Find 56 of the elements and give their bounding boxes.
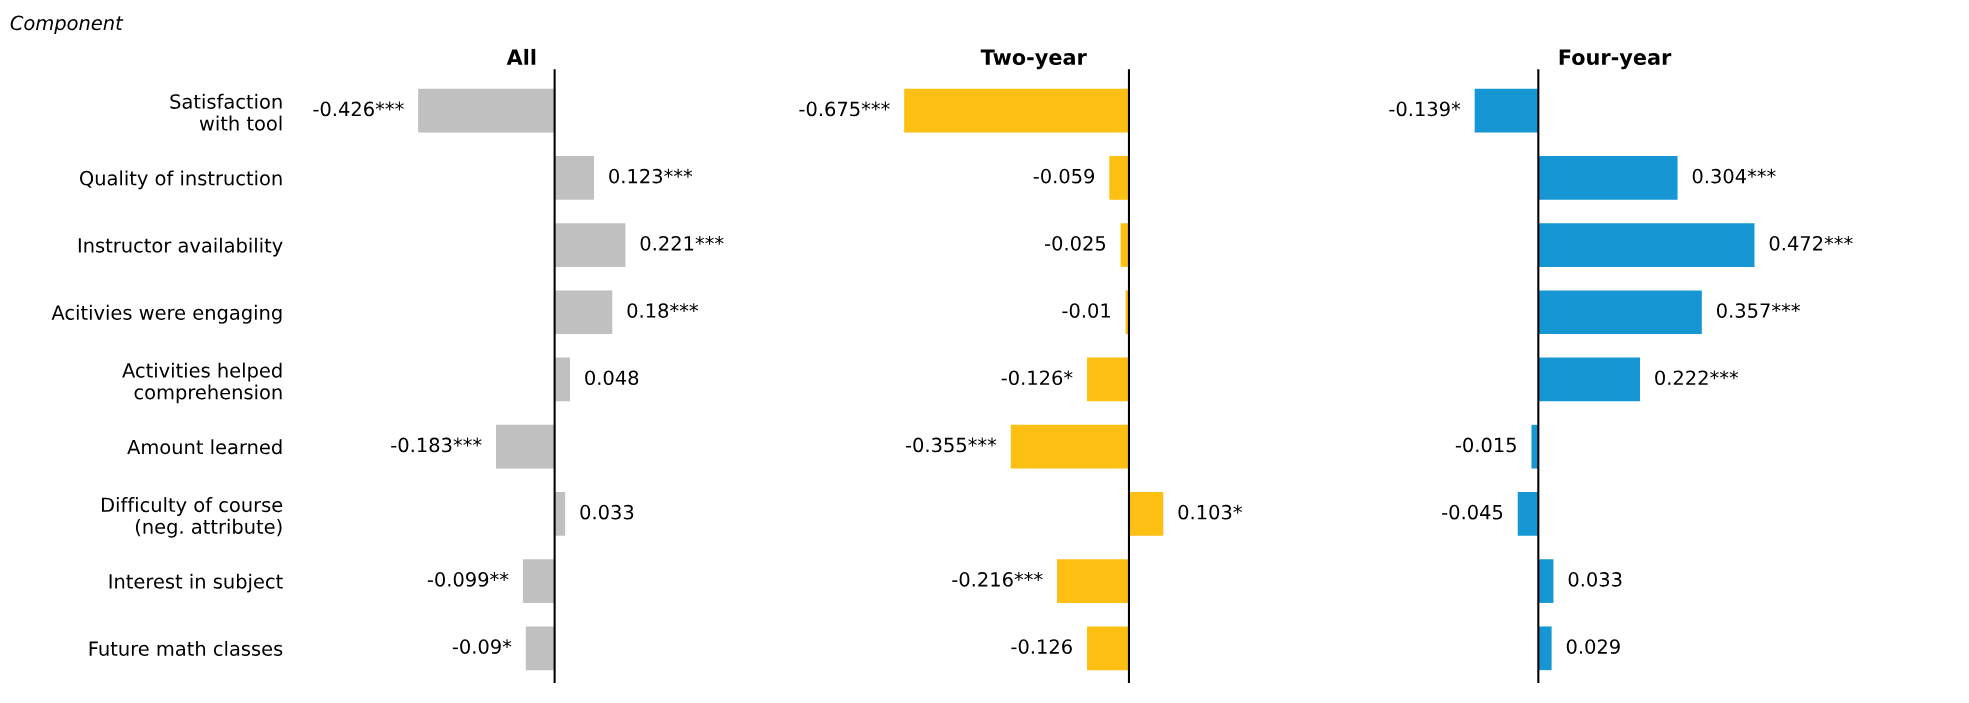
y-tick-label: Difficulty of course (neg. attribute) xyxy=(102,497,283,538)
data-label: 0.472*** xyxy=(1769,235,1853,251)
data-label: 0.123*** xyxy=(609,168,693,184)
bar xyxy=(1538,357,1640,402)
y-axis-title: Component xyxy=(10,15,124,35)
bar xyxy=(554,223,626,267)
bar xyxy=(1538,626,1552,671)
y-tick-label: Quality of instruction xyxy=(80,170,282,190)
y-tick-label: Activities helped comprehension xyxy=(122,362,282,404)
data-label: -0.139* xyxy=(1389,101,1461,117)
data-label: 0.222*** xyxy=(1655,370,1739,386)
bar xyxy=(496,424,555,469)
data-label: -0.126* xyxy=(1001,370,1073,386)
data-label: -0.426*** xyxy=(313,101,404,117)
data-label: 0.221*** xyxy=(640,235,724,251)
data-label: -0.015 xyxy=(1455,437,1516,453)
data-label: 0.029 xyxy=(1566,639,1620,654)
bar xyxy=(554,357,570,402)
bar xyxy=(554,290,613,335)
bar xyxy=(554,155,595,200)
bar xyxy=(522,559,555,603)
y-tick-label: Acitivies were engaging xyxy=(51,304,282,324)
data-label: -0.183*** xyxy=(391,437,482,453)
data-label: -0.675*** xyxy=(799,101,890,117)
bar xyxy=(1538,559,1554,603)
data-label: 0.357*** xyxy=(1716,303,1800,318)
bar xyxy=(1474,88,1539,133)
bar xyxy=(525,626,555,671)
data-label: -0.126 xyxy=(1011,639,1072,654)
data-label: -0.045 xyxy=(1442,504,1503,520)
chart-title: Two-year xyxy=(980,49,1087,70)
y-tick-label: Satisfaction with tool xyxy=(170,93,282,131)
bar xyxy=(418,88,555,133)
data-label: -0.216*** xyxy=(952,572,1043,587)
y-tick-label: Future math classes xyxy=(89,640,283,656)
bar xyxy=(1538,290,1702,335)
chart-title: Four-year xyxy=(1559,49,1672,70)
data-label: 0.18*** xyxy=(627,303,699,318)
data-label: 0.103* xyxy=(1178,504,1242,520)
data-label: -0.01 xyxy=(1062,303,1110,318)
data-label: -0.025 xyxy=(1045,235,1106,251)
y-tick-label: Amount learned xyxy=(127,439,282,455)
data-label: 0.033 xyxy=(1568,572,1622,587)
bar xyxy=(1538,223,1755,267)
y-tick-label: Instructor availability xyxy=(78,237,283,257)
bar xyxy=(1538,155,1678,200)
y-tick-label: Interest in subject xyxy=(109,573,283,593)
bar xyxy=(1517,492,1539,536)
chart-title: All xyxy=(506,48,536,65)
data-label: -0.09* xyxy=(452,639,512,654)
data-label: 0.033 xyxy=(580,504,634,520)
data-label: -0.355*** xyxy=(905,437,997,453)
data-label: -0.059 xyxy=(1033,168,1095,184)
data-label: 0.304*** xyxy=(1692,168,1776,184)
data-label: -0.099** xyxy=(427,572,509,587)
data-label: 0.048 xyxy=(585,370,639,386)
